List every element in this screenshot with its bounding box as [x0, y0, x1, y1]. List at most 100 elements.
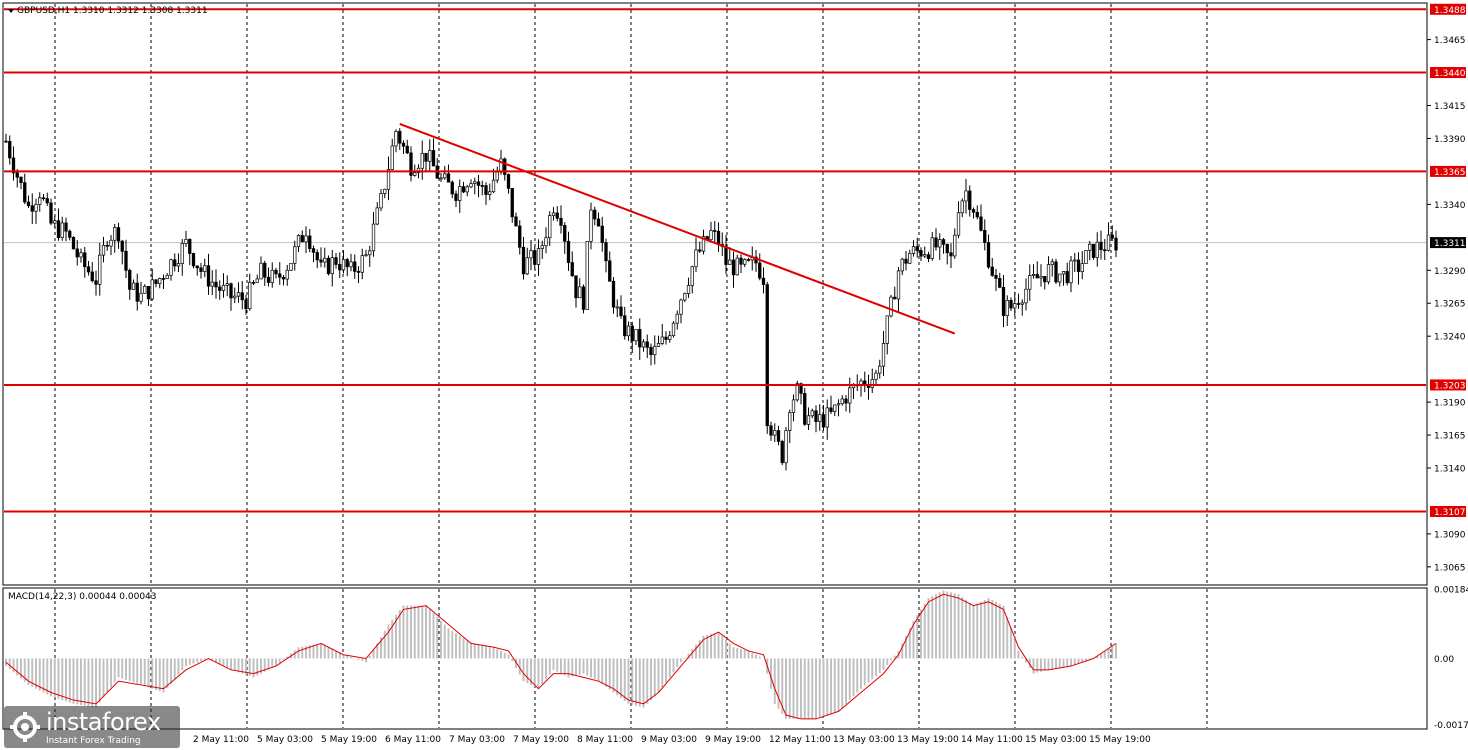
- candle-body: [341, 259, 346, 271]
- candle-body: [769, 425, 773, 436]
- candle-body: [668, 335, 672, 340]
- candle-body: [353, 261, 357, 272]
- candle-body: [356, 271, 361, 273]
- candle-body: [360, 255, 364, 273]
- candle-body: [1103, 249, 1107, 252]
- candle-body: [1110, 234, 1114, 239]
- candle-body: [274, 269, 278, 275]
- candle-body: [135, 282, 139, 302]
- price-tick-label: 1.3465: [1434, 36, 1466, 46]
- candle-body: [128, 269, 132, 290]
- candle-body: [488, 191, 492, 195]
- candle-body: [806, 415, 811, 425]
- price-tick-label: 1.3415: [1434, 102, 1466, 112]
- candle-body: [75, 248, 79, 258]
- candle-body: [653, 346, 657, 356]
- price-tick-label: 1.3140: [1434, 465, 1466, 475]
- candle-body: [701, 236, 706, 252]
- candle-body: [368, 250, 372, 256]
- price-tick-label: 1.3390: [1434, 135, 1466, 145]
- candle-body: [1028, 275, 1032, 290]
- macd-tick-label: -0.00175: [1434, 721, 1468, 731]
- candle-body: [446, 173, 451, 183]
- candle-body: [38, 197, 42, 205]
- candle-body: [784, 430, 788, 464]
- candle-body: [491, 179, 496, 193]
- candle-body: [199, 267, 203, 272]
- candle-body: [518, 225, 522, 248]
- candle-body: [334, 257, 338, 265]
- candle-body: [945, 244, 949, 254]
- instaforex-logo: instaforex Instant Forex Trading: [4, 706, 180, 748]
- candle-body: [956, 212, 961, 236]
- trendline[interactable]: [399, 123, 956, 335]
- macd-panel-frame: [2, 587, 1428, 730]
- candle-body: [56, 220, 61, 238]
- candle-body: [45, 198, 49, 204]
- candle-body: [8, 140, 12, 159]
- candle-body: [244, 299, 248, 310]
- candle-body: [510, 188, 514, 218]
- candle-body: [548, 215, 552, 239]
- candle-body: [285, 269, 289, 280]
- candle-body: [803, 393, 807, 425]
- candle-body: [709, 230, 713, 241]
- candle-body: [836, 403, 841, 406]
- candle-body: [386, 169, 391, 190]
- candle-body: [79, 252, 83, 258]
- candle-body: [210, 281, 214, 287]
- candle-body: [83, 252, 87, 268]
- candle-body: [23, 182, 27, 203]
- gear-logo-icon: [10, 712, 40, 742]
- candle-body: [900, 258, 904, 272]
- candle-body: [154, 279, 158, 284]
- candle-body: [375, 207, 379, 225]
- candle-body: [476, 181, 481, 186]
- candle-body: [240, 292, 244, 301]
- price-tick-label: 1.3090: [1434, 530, 1466, 540]
- candle-body: [975, 211, 979, 218]
- candle-body: [724, 246, 728, 265]
- candle-body: [206, 265, 211, 287]
- candle-body: [941, 239, 946, 245]
- candle-body: [60, 222, 64, 238]
- dropdown-triangle-icon[interactable]: [8, 9, 14, 13]
- level-badge: [1430, 3, 1466, 15]
- candle-body: [544, 237, 548, 247]
- candle-body: [1099, 241, 1103, 251]
- candle-body: [551, 212, 556, 216]
- candle-body: [1058, 273, 1062, 283]
- candle-body: [964, 190, 968, 202]
- candle-body: [184, 238, 188, 244]
- candle-body: [450, 181, 454, 195]
- candle-body: [926, 254, 931, 259]
- horizontal-levels[interactable]: 1.3488 1.3440 1.3365 1.3203 1.3107: [4, 3, 1466, 518]
- candle-body: [214, 281, 218, 288]
- candle-body: [225, 283, 229, 286]
- candle-body: [829, 407, 833, 412]
- time-label: 5 May 03:00: [257, 735, 313, 745]
- candle-body: [390, 145, 394, 170]
- candle-body: [1031, 273, 1036, 276]
- candle-body: [983, 229, 987, 243]
- candle-body: [919, 250, 923, 257]
- candle-body: [1009, 300, 1013, 309]
- level-label: 1.3203: [1434, 381, 1466, 391]
- candle-body: [679, 299, 683, 315]
- candle-body: [1084, 250, 1088, 264]
- candle-body: [1054, 261, 1058, 283]
- macd-signal-line: [5, 593, 1117, 720]
- candle-body: [71, 237, 76, 250]
- candle-body: [874, 372, 878, 380]
- candle-body: [484, 185, 488, 195]
- candle-body: [420, 152, 424, 169]
- candle-body: [300, 235, 304, 243]
- candle-body: [746, 259, 751, 261]
- candle-body: [1091, 243, 1096, 258]
- candle-body: [664, 336, 668, 340]
- candle-body: [686, 285, 691, 294]
- candle-body: [221, 284, 226, 291]
- candle-body: [585, 240, 589, 310]
- candle-body: [94, 280, 98, 285]
